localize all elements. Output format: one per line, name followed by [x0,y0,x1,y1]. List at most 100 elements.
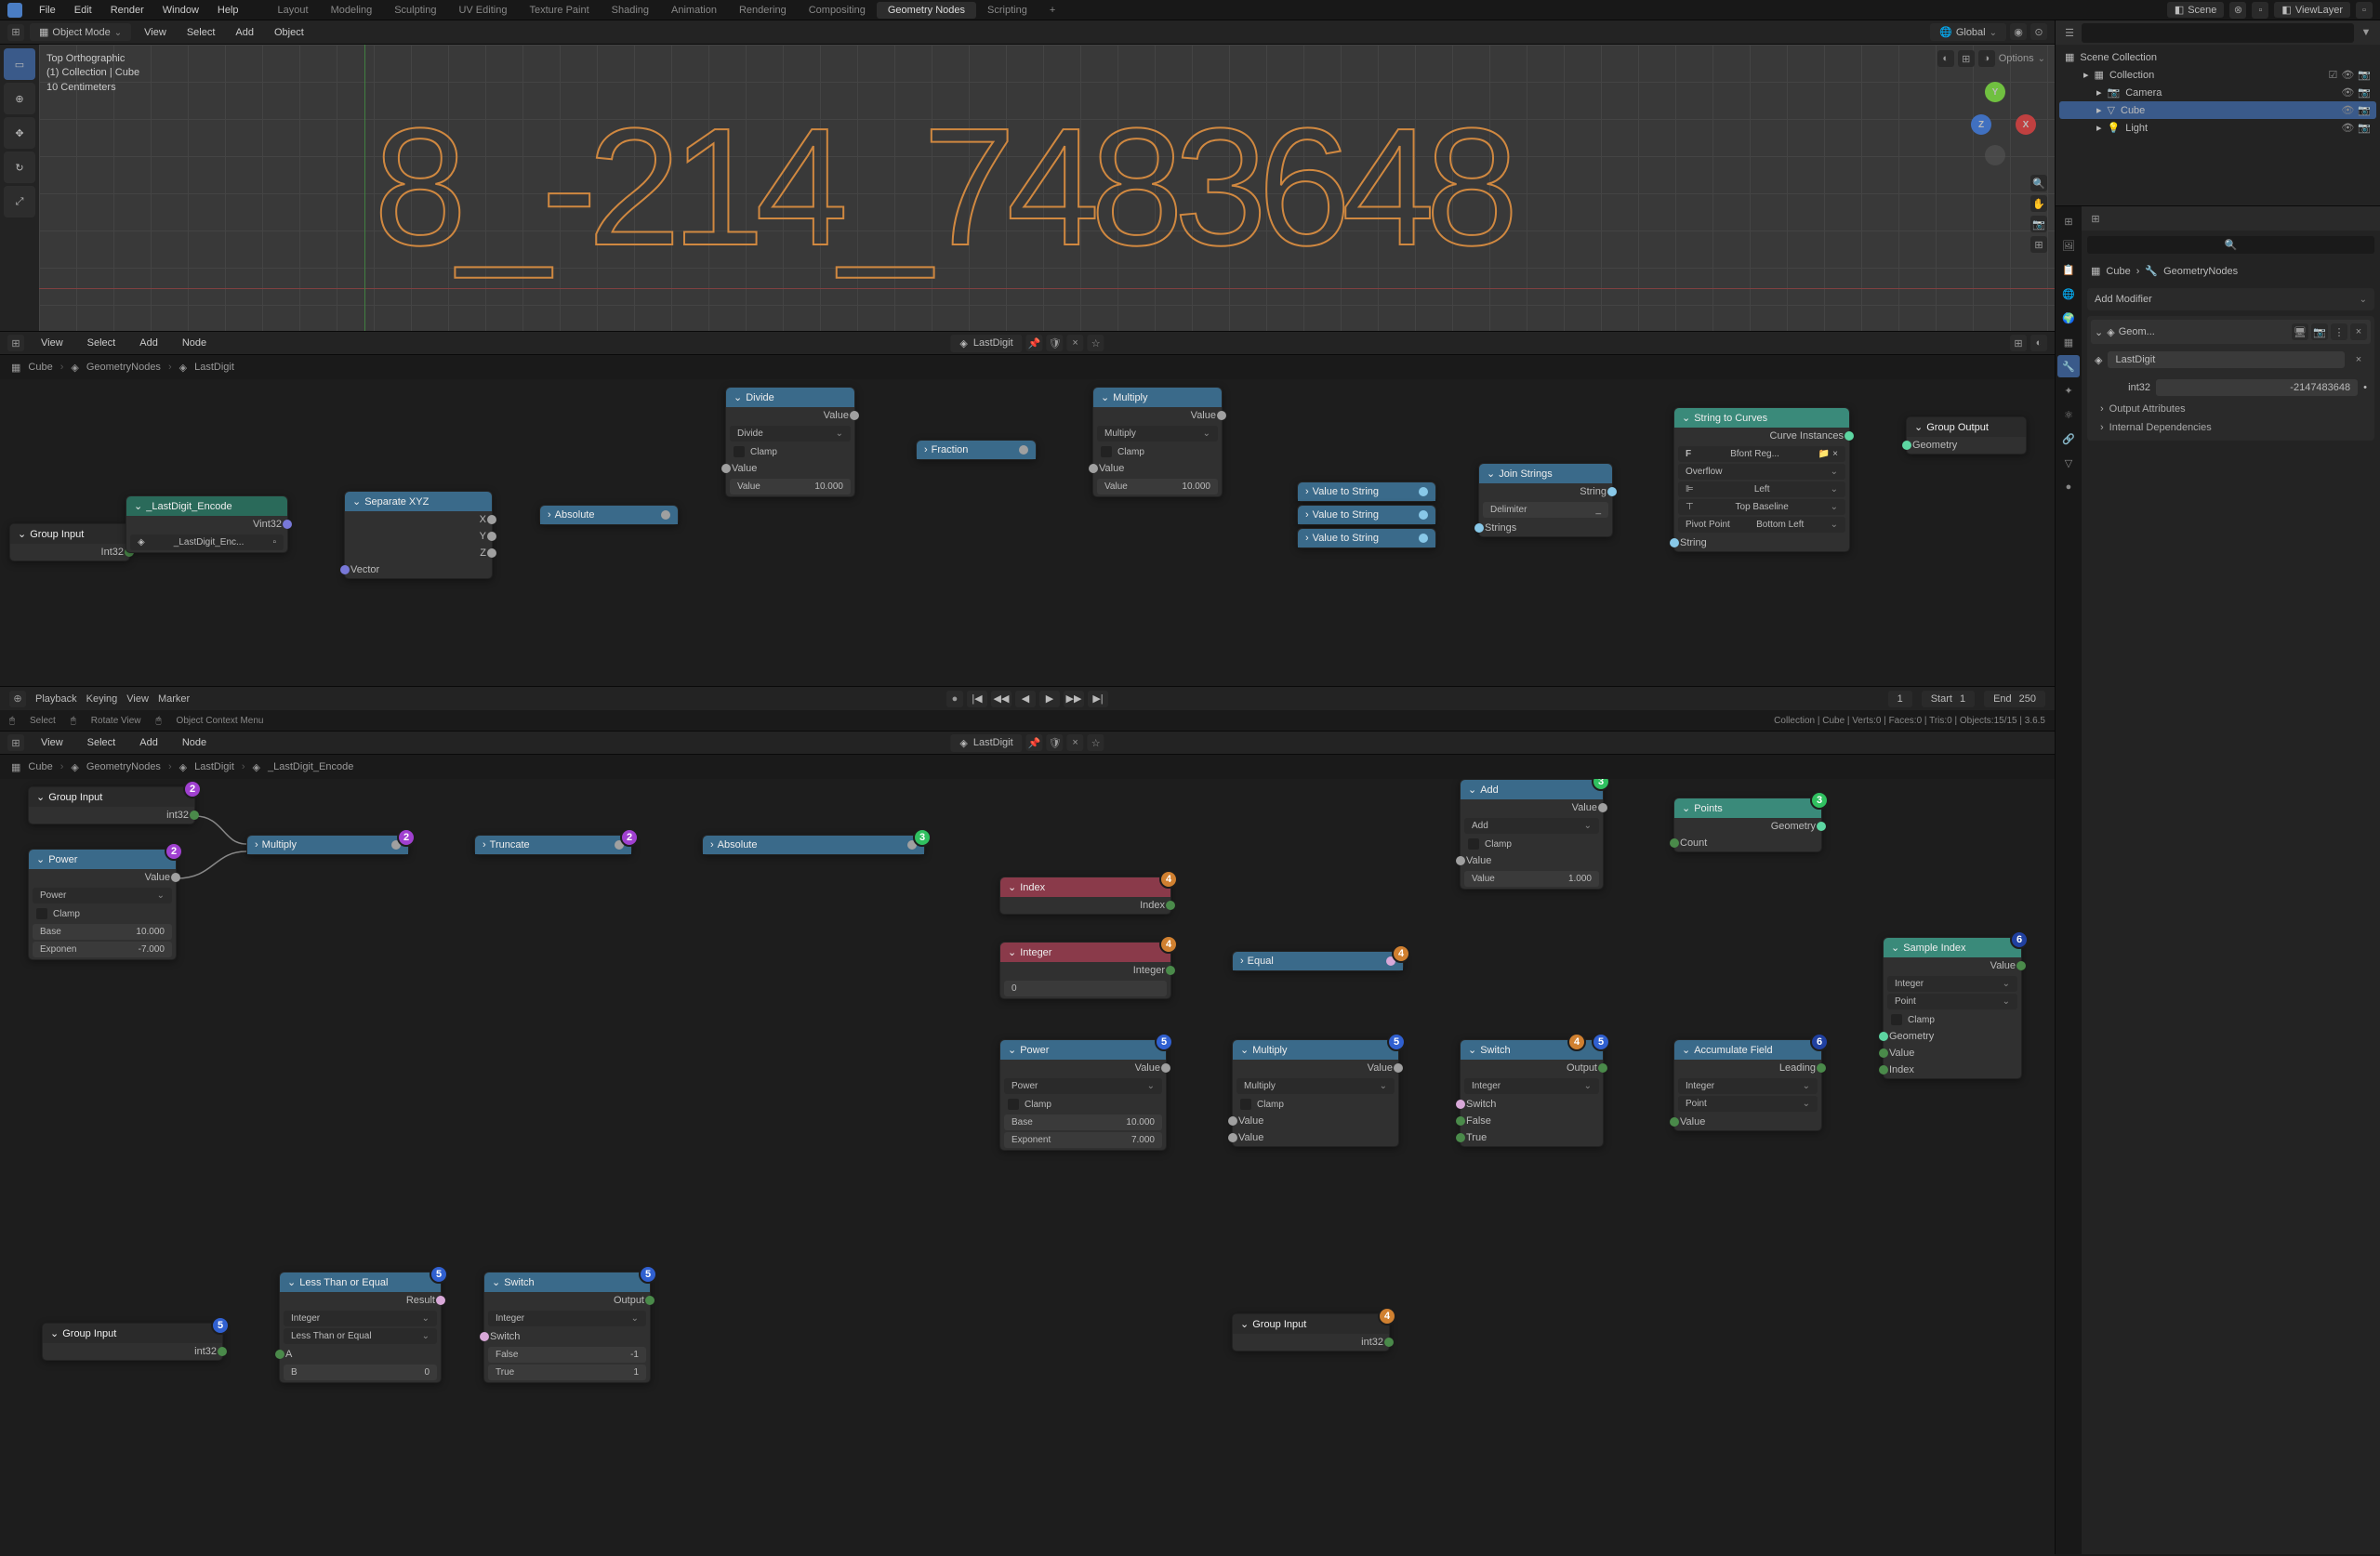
node-group-input-3[interactable]: ⌄Group Input int32 5 [42,1323,223,1361]
add-menu[interactable]: Add [228,24,261,41]
node-group-input-1[interactable]: ⌄Group Input int32 2 [28,786,195,824]
tab-physics-icon[interactable]: ⚛ [2057,403,2080,426]
tab-output-icon[interactable]: 🖼 [2057,234,2080,257]
tab-render-icon[interactable]: ⊞ [2057,210,2080,232]
vp-opt-2[interactable]: ⊞ [1958,50,1975,67]
ws-scripting[interactable]: Scripting [976,2,1038,19]
gizmo-neg-y-icon[interactable] [1985,145,2005,165]
tl-view[interactable]: View [126,693,149,705]
stc-baseline[interactable]: ⊤Top Baseline [1678,499,1845,515]
node-head[interactable]: ›Absolute [540,506,678,524]
node-head[interactable]: ⌄String to Curves [1674,408,1849,428]
node-head[interactable]: ›Fraction [917,441,1036,459]
eye-icon[interactable]: 👁 [2341,86,2354,99]
camera-icon[interactable]: 📷 [2030,216,2047,232]
ne1-canvas[interactable]: ⌄Group Input Int32 ⌄_LastDigit_Encode Vi… [0,379,2055,686]
vp-opt-3[interactable]: ◑ [1978,50,1995,67]
node-vts1[interactable]: ›Value to String [1297,481,1436,502]
node-multiply[interactable]: ⌄Multiply Value Multiply Clamp Value Val… [1092,387,1223,497]
ws-uv[interactable]: UV Editing [447,2,518,19]
ne-opt2-icon[interactable]: ◐ [2030,335,2047,351]
close-icon[interactable]: × [2350,323,2367,340]
eye-icon[interactable]: 👁 [2341,104,2354,116]
editor-type-icon[interactable]: ⊞ [7,335,24,351]
ne2-canvas[interactable]: ⌄Group Input int32 2 ⌄Power Value Power … [0,779,2055,1556]
ne1-datablock[interactable]: ◈ LastDigit [950,335,1022,352]
stc-font[interactable]: FBfont Reg...📁 × [1678,446,1845,462]
node-equal[interactable]: ›Equal 4 [1232,951,1404,971]
options-label[interactable]: Options [1999,53,2034,64]
tl-playback[interactable]: Playback [35,693,77,705]
gizmo-x-icon[interactable]: X [2016,114,2036,135]
node-multiply-2[interactable]: ⌄Multiply Value Multiply Clamp Value Val… [1232,1039,1399,1147]
menu-icon[interactable]: ⋮ [2331,323,2347,340]
tl-marker[interactable]: Marker [158,693,190,705]
jump-start-icon[interactable]: |◀ [967,691,987,707]
ne1-node[interactable]: Node [175,335,214,351]
node-head[interactable]: ⌄Group Output [1907,417,2026,437]
new-viewlayer-icon[interactable]: ▫ [2356,2,2373,19]
node-string-to-curves[interactable]: ⌄String to Curves Curve Instances FBfont… [1673,407,1850,552]
node-head[interactable]: ›Value to String [1298,529,1435,547]
node-fraction[interactable]: ›Fraction [916,440,1037,460]
outliner-collection[interactable]: ▸▦ Collection ☑👁📷 [2059,66,2376,84]
node-absolute-2[interactable]: ›Absolute 3 [702,835,925,855]
editor-type-icon[interactable]: ⊞ [7,734,24,751]
tab-viewlayer-icon[interactable]: 📋 [2057,258,2080,281]
move-tool-icon[interactable]: ✥ [4,117,35,149]
checkbox-icon[interactable]: ☑ [2328,69,2337,81]
bc-gn[interactable]: GeometryNodes [86,761,161,772]
ws-sculpting[interactable]: Sculpting [383,2,447,19]
ws-rendering[interactable]: Rendering [728,2,798,19]
node-sample-index[interactable]: ⌄Sample Index Value Integer Point Clamp … [1883,937,2022,1079]
tab-data-icon[interactable]: ▽ [2057,452,2080,474]
menu-help[interactable]: Help [208,5,248,16]
node-truncate[interactable]: ›Truncate 2 [474,835,632,855]
join-delimiter[interactable]: Delimiter_ [1483,502,1608,518]
node-multiply-1[interactable]: ›Multiply 2 [246,835,409,855]
zoom-icon[interactable]: 🔍 [2030,175,2047,191]
jump-end-icon[interactable]: ▶| [1088,691,1108,707]
persp-icon[interactable]: ⊞ [2030,236,2047,253]
play-reverse-icon[interactable]: ◀ [1015,691,1036,707]
camera-icon[interactable]: 📷 [2358,104,2371,116]
autokey-icon[interactable]: ● [946,691,963,707]
viewlayer-selector[interactable]: ◧ ViewLayer [2274,2,2350,18]
ne-opt-icon[interactable]: ⊞ [2010,335,2027,351]
bc-lastdigit[interactable]: LastDigit [194,761,234,772]
render-icon[interactable]: 📷 [2311,323,2328,340]
node-head[interactable]: ›Value to String [1298,482,1435,501]
tab-modifier-icon[interactable]: 🔧 [2057,355,2080,377]
int32-value[interactable]: -2147483648 [2156,379,2358,396]
ws-shading[interactable]: Shading [601,2,660,19]
star-icon[interactable]: ☆ [1088,335,1104,351]
outliner-search-input[interactable] [2082,23,2354,43]
tab-world-icon[interactable]: 🌍 [2057,307,2080,329]
node-group-input[interactable]: ⌄Group Input Int32 [9,523,130,561]
next-key-icon[interactable]: ▶▶ [1064,691,1084,707]
node-power-1[interactable]: ⌄Power Value Power Clamp Base10.000 Expo… [28,849,177,960]
new-scene-icon[interactable]: ▫ [2252,2,2268,19]
shield-icon[interactable]: 🛡 [1047,335,1064,351]
ws-texpaint[interactable]: Texture Paint [518,2,600,19]
nav-gizmo[interactable]: X Y Z [1952,82,2036,165]
ne1-select[interactable]: Select [80,335,124,351]
bc-encode[interactable]: _LastDigit_Encode [268,761,353,772]
editor-type-icon[interactable]: ⊞ [2087,210,2104,227]
node-points[interactable]: ⌄Points Geometry Count 3 [1673,798,1822,852]
vp-opt-1[interactable]: ◐ [1937,50,1954,67]
proportional-icon[interactable]: ⊙ [2030,23,2047,40]
ne2-add[interactable]: Add [132,734,165,751]
outliner-cube[interactable]: ▸▽ Cube 👁📷 [2059,101,2376,119]
snap-icon[interactable]: ◉ [2010,23,2027,40]
select-tool-icon[interactable]: ▭ [4,48,35,80]
divide-op[interactable]: Divide [730,426,851,442]
close-icon[interactable]: × [1067,335,1084,351]
node-head[interactable]: ›Value to String [1298,506,1435,524]
current-frame[interactable]: 1 [1888,691,1912,707]
menu-window[interactable]: Window [153,5,208,16]
cursor-tool-icon[interactable]: ⊕ [4,83,35,114]
editor-type-icon[interactable]: ⊞ [7,24,24,41]
gizmo-z-icon[interactable]: Z [1971,114,1991,135]
pin-icon[interactable]: ⊗ [2229,2,2246,19]
